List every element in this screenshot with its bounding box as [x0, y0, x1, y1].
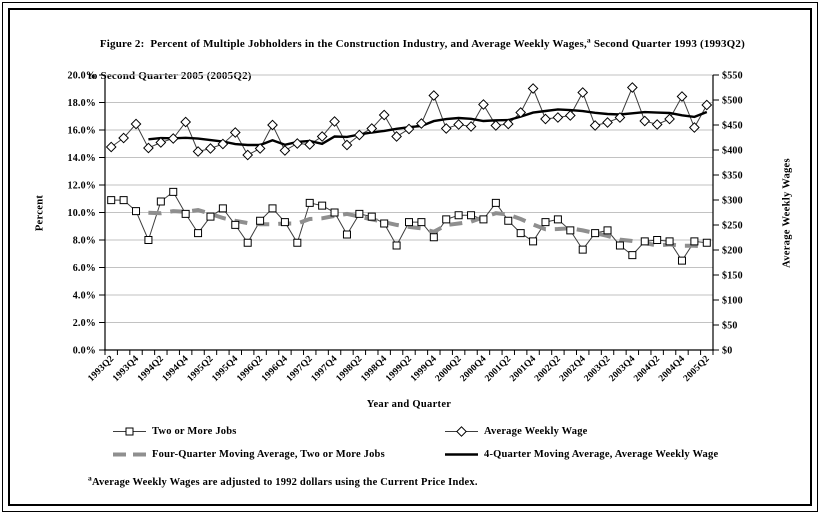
svg-text:$200: $200	[722, 246, 743, 257]
svg-text:$250: $250	[722, 221, 743, 232]
svg-text:20.0%: 20.0%	[68, 71, 97, 82]
svg-text:2004Q4: 2004Q4	[657, 354, 687, 384]
figure-title: Figure 2: Percent of Multiple Jobholders…	[88, 20, 768, 116]
dashed-gray-line-icon	[113, 452, 146, 456]
diamond-marker-icon	[445, 425, 478, 437]
series-line-ma-average-weekly-wage	[148, 108, 708, 147]
series-line-average-weekly-wage	[110, 86, 708, 156]
svg-text:1997Q4: 1997Q4	[310, 354, 340, 384]
svg-text:14.0%: 14.0%	[68, 153, 97, 164]
svg-text:8.0%: 8.0%	[73, 236, 96, 247]
x-axis-title: Year and Quarter	[366, 399, 452, 410]
svg-text:1996Q2: 1996Q2	[235, 354, 265, 384]
legend-label: Four-Quarter Moving Average, Two or More…	[152, 448, 385, 460]
series-markers-average-weekly-wage	[105, 82, 713, 161]
footnote-text: Average Weekly Wages are adjusted to 199…	[91, 477, 478, 488]
figure-footnote: aAverage Weekly Wages are adjusted to 19…	[88, 473, 478, 488]
svg-text:12.0%: 12.0%	[68, 181, 97, 192]
right-axis-title: Average Weekly Wages	[781, 158, 793, 268]
svg-text:$450: $450	[722, 121, 743, 132]
svg-text:6.0%: 6.0%	[73, 263, 96, 274]
svg-text:$50: $50	[722, 321, 738, 332]
svg-text:2004Q2: 2004Q2	[632, 354, 662, 384]
svg-text:$500: $500	[722, 96, 743, 107]
legend-item-two-or-more-jobs: Two or More Jobs	[113, 424, 237, 438]
svg-text:2000Q4: 2000Q4	[459, 354, 489, 384]
left-axis-title: Percent	[34, 194, 46, 232]
figure-title-line1: Figure 2: Percent of Multiple Jobholders…	[99, 35, 745, 50]
series-line-ma-two-or-more-jobs	[148, 207, 707, 249]
title-text: Figure 2: Percent of Multiple Jobholders…	[99, 38, 587, 50]
svg-text:1993Q4: 1993Q4	[111, 354, 141, 384]
svg-text:$550: $550	[722, 71, 743, 82]
svg-text:1997Q2: 1997Q2	[285, 354, 315, 384]
svg-text:18.0%: 18.0%	[68, 98, 97, 109]
svg-text:2001Q4: 2001Q4	[508, 354, 538, 384]
svg-text:1994Q2: 1994Q2	[136, 354, 166, 384]
svg-text:2005Q2: 2005Q2	[682, 354, 712, 384]
svg-text:0.0%: 0.0%	[73, 346, 96, 357]
svg-text:1994Q4: 1994Q4	[161, 354, 191, 384]
legend-item-ma-two-or-more-jobs: Four-Quarter Moving Average, Two or More…	[113, 447, 385, 461]
svg-text:2003Q2: 2003Q2	[583, 354, 613, 384]
svg-text:$350: $350	[722, 171, 743, 182]
svg-text:$300: $300	[722, 196, 743, 207]
title-text-cont: Second Quarter 1993 (1993Q2)	[590, 38, 745, 50]
legend-label: Average Weekly Wage	[484, 425, 588, 437]
svg-text:1998Q2: 1998Q2	[335, 354, 365, 384]
series-markers-two-or-more-jobs	[107, 187, 711, 265]
square-marker-icon	[113, 427, 146, 435]
figure-title-line2: to Second Quarter 2005 (2005Q2)	[88, 70, 252, 82]
svg-text:2.0%: 2.0%	[73, 318, 96, 329]
legend-label: Two or More Jobs	[152, 425, 237, 437]
svg-text:2001Q2: 2001Q2	[483, 354, 513, 384]
svg-text:1999Q2: 1999Q2	[384, 354, 414, 384]
svg-text:$400: $400	[722, 146, 743, 157]
svg-text:2002Q4: 2002Q4	[558, 354, 588, 384]
svg-text:16.0%: 16.0%	[68, 126, 97, 137]
svg-text:$0: $0	[722, 346, 732, 357]
svg-text:10.0%: 10.0%	[68, 208, 97, 219]
svg-text:$100: $100	[722, 296, 743, 307]
svg-text:2000Q2: 2000Q2	[434, 354, 464, 384]
svg-text:$150: $150	[722, 271, 743, 282]
svg-text:1993Q2: 1993Q2	[86, 354, 116, 384]
svg-text:2003Q4: 2003Q4	[608, 354, 638, 384]
legend-label: 4-Quarter Moving Average, Average Weekly…	[484, 448, 719, 460]
legend-item-ma-average-weekly-wage: 4-Quarter Moving Average, Average Weekly…	[445, 447, 718, 461]
svg-text:1996Q4: 1996Q4	[260, 354, 290, 384]
svg-text:1999Q4: 1999Q4	[409, 354, 439, 384]
svg-text:1995Q4: 1995Q4	[210, 354, 240, 384]
legend-item-average-weekly-wage: Average Weekly Wage	[445, 424, 588, 438]
svg-text:2002Q2: 2002Q2	[533, 354, 563, 384]
title-footnote-marker: a	[586, 35, 591, 45]
svg-text:1998Q4: 1998Q4	[359, 354, 389, 384]
svg-text:4.0%: 4.0%	[73, 291, 96, 302]
footnote-marker: a	[88, 473, 92, 483]
solid-black-line-icon	[445, 452, 478, 456]
svg-text:1995Q2: 1995Q2	[186, 354, 216, 384]
